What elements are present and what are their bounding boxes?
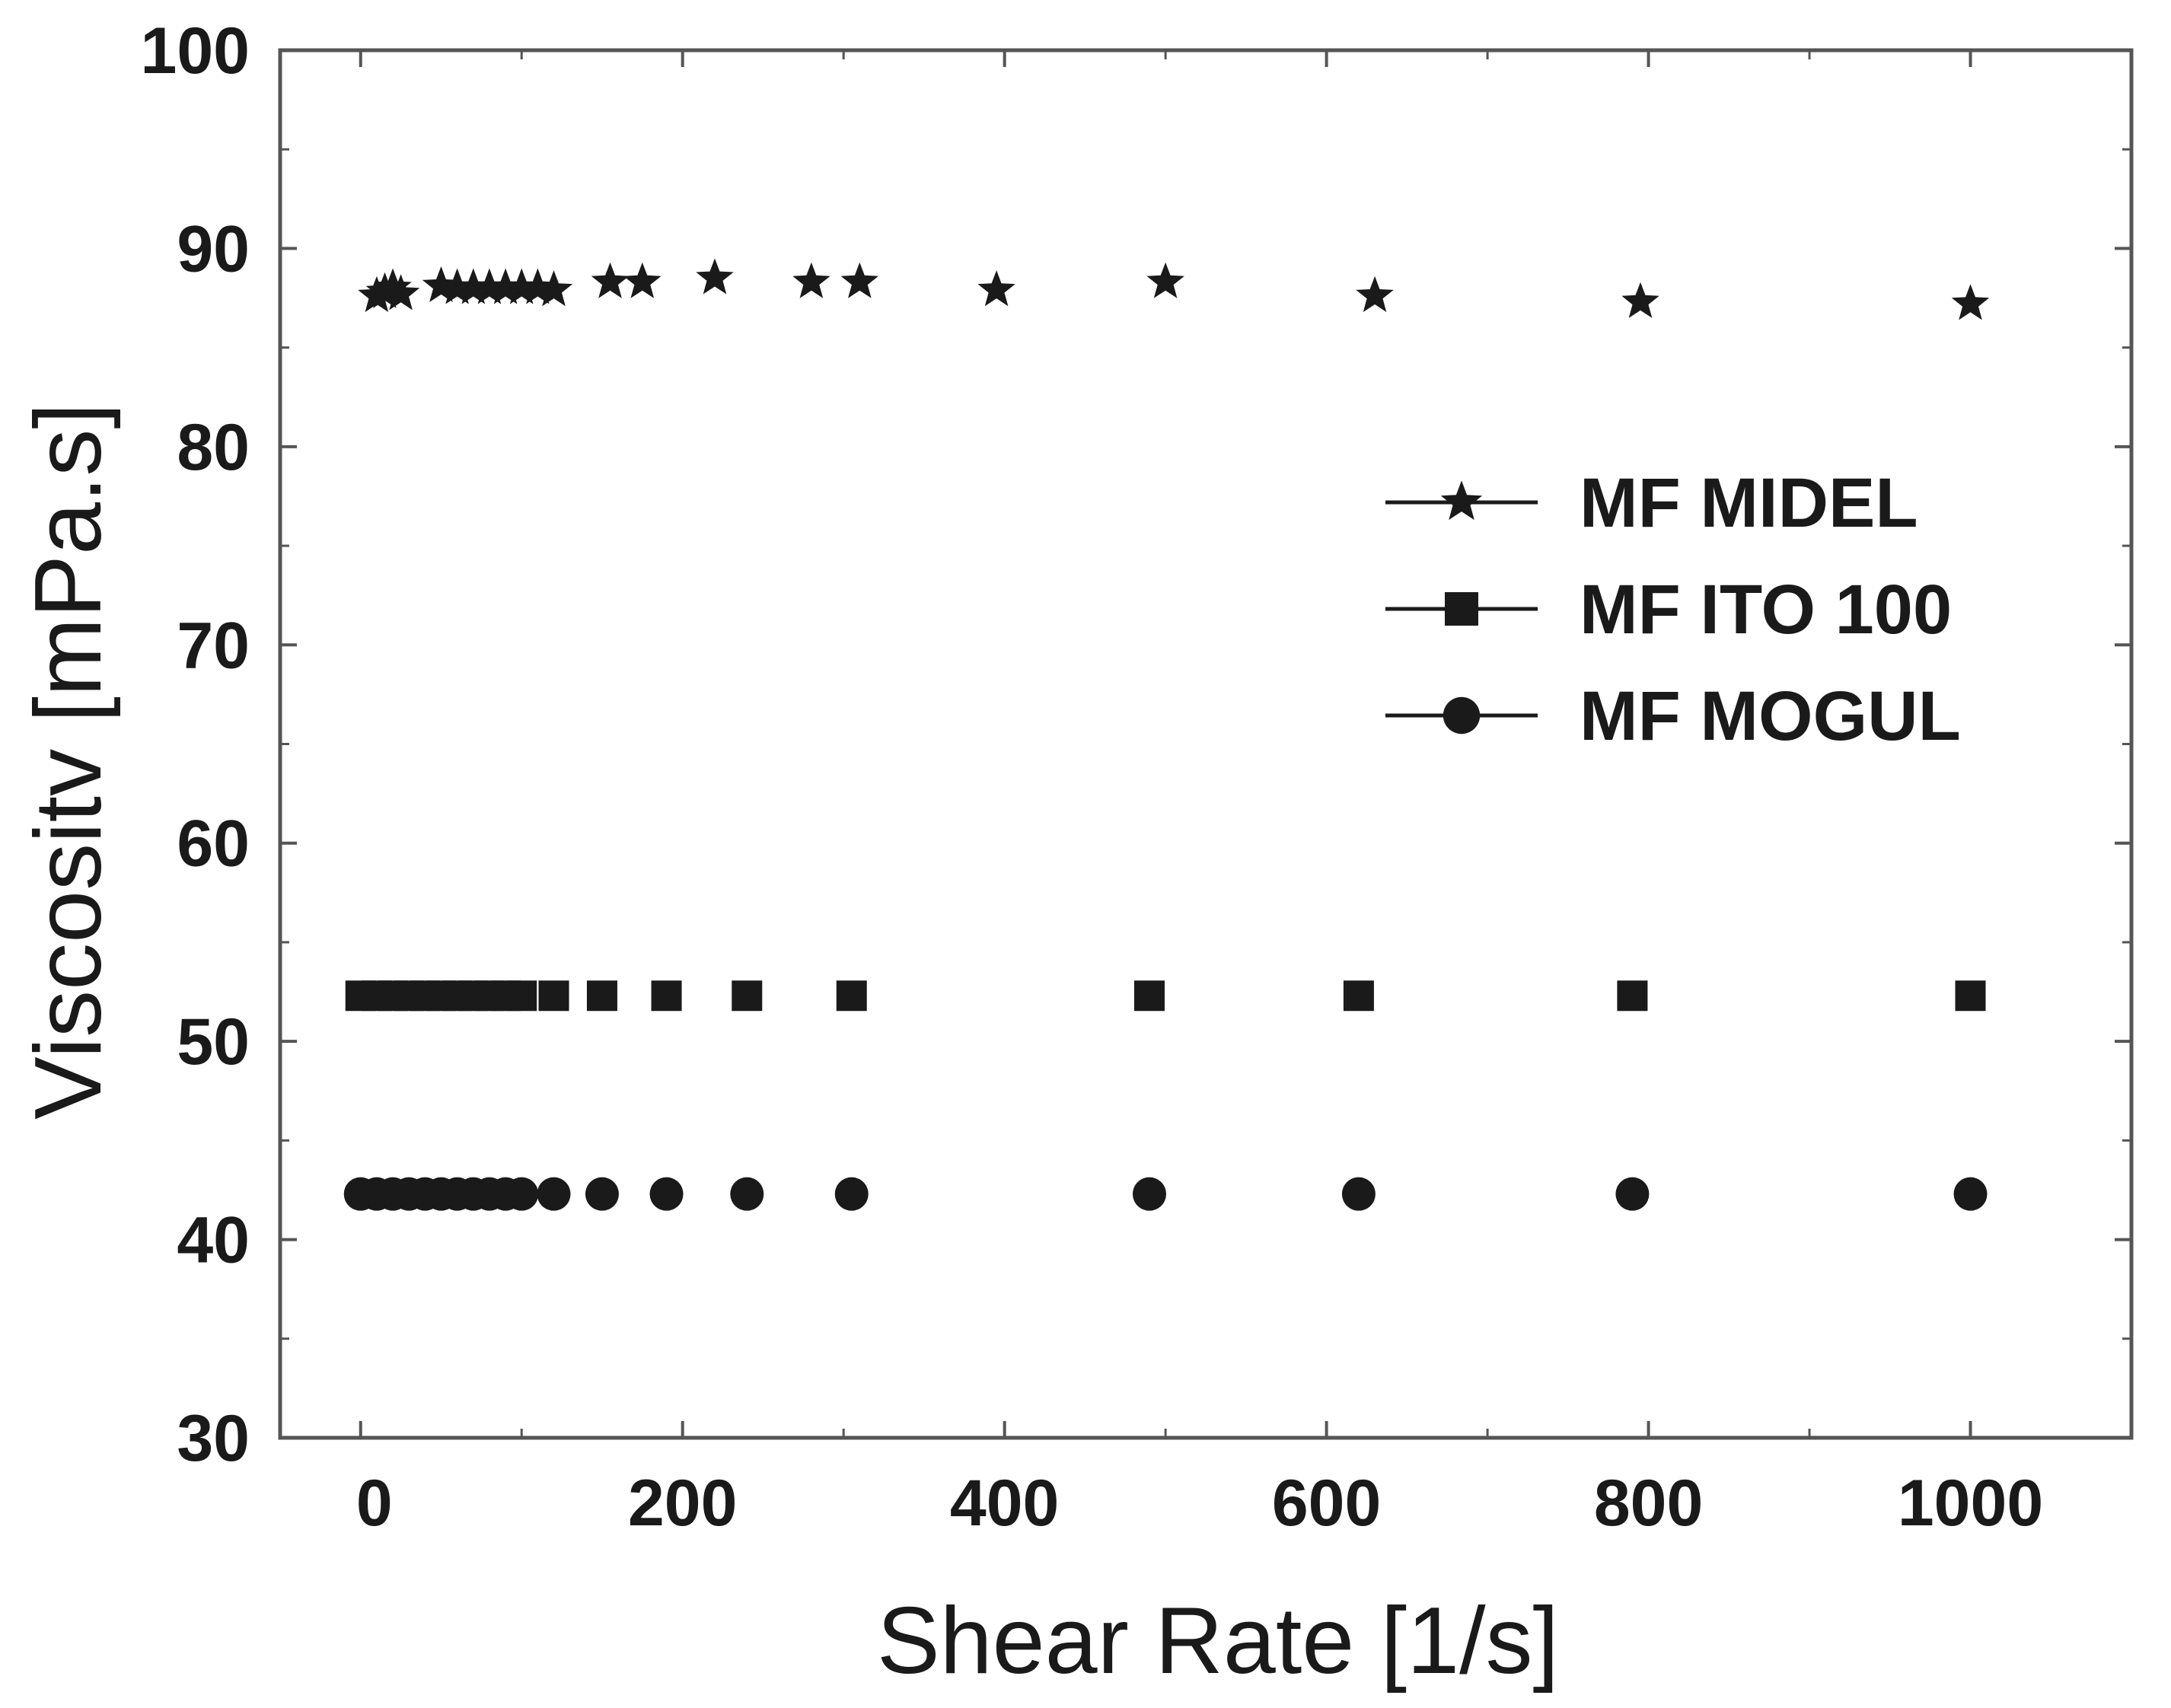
legend-label-mf-midel: MF MIDEL [1580, 464, 1918, 542]
data-point-mf-midel [470, 268, 508, 304]
data-point-mf-midel [1146, 262, 1184, 298]
data-point-mf-midel [486, 268, 524, 304]
data-point-mf-ito-100 [732, 980, 763, 1012]
y-tick-label: 90 [177, 212, 250, 285]
data-point-mf-ito-100 [1617, 980, 1648, 1012]
data-point-mf-midel [840, 262, 878, 298]
x-tick-label: 200 [628, 1467, 738, 1540]
data-point-mf-midel [1951, 284, 1990, 320]
data-point-mf-midel [454, 268, 493, 304]
legend-marker-mf-midel [1440, 480, 1483, 521]
data-point-mf-mogul [537, 1177, 571, 1211]
data-point-mf-midel [977, 270, 1015, 307]
x-tick-label: 0 [356, 1467, 393, 1540]
legend-label-mf-ito-100: MF ITO 100 [1580, 571, 1952, 648]
x-tick-label: 1000 [1898, 1467, 2043, 1540]
data-point-mf-mogul [730, 1177, 764, 1211]
data-point-mf-mogul [834, 1177, 869, 1211]
data-point-mf-mogul [649, 1177, 684, 1211]
x-axis-title: Shear Rate [1/s] [877, 1589, 1559, 1694]
y-axis-title: Viscositv [mPa.s] [16, 403, 121, 1120]
legend-label-mf-mogul: MF MOGUL [1580, 677, 1961, 755]
y-axis-ticks: 30 40 50 60 70 80 90 100 [141, 14, 2131, 1475]
data-point-mf-mogul [505, 1177, 539, 1211]
x-tick-label: 800 [1594, 1467, 1704, 1540]
data-point-mf-midel [381, 274, 420, 311]
legend-marker-mf-mogul [1443, 696, 1481, 735]
data-point-mf-midel [623, 262, 662, 298]
x-axis-ticks: 0 200 400 600 800 1000 [356, 50, 2043, 1540]
data-marks [343, 258, 1990, 1211]
legend: MF MIDEL MF ITO 100 MF MOGUL [1385, 464, 1961, 755]
data-point-mf-midel [518, 268, 557, 304]
data-point-mf-ito-100 [1955, 980, 1986, 1012]
data-point-mf-midel [696, 258, 734, 295]
data-point-mf-ito-100 [506, 980, 537, 1012]
data-point-mf-mogul [1615, 1177, 1650, 1211]
y-tick-label: 60 [177, 808, 250, 881]
y-tick-label: 40 [177, 1204, 250, 1277]
data-point-mf-ito-100 [538, 980, 569, 1012]
data-point-mf-midel [792, 262, 830, 298]
data-point-mf-mogul [1953, 1177, 1988, 1211]
data-point-mf-midel [374, 268, 412, 304]
data-point-mf-ito-100 [1343, 980, 1374, 1012]
y-tick-label: 30 [177, 1402, 250, 1475]
y-tick-label: 100 [141, 14, 250, 88]
data-point-mf-ito-100 [651, 980, 682, 1012]
data-point-mf-midel [591, 262, 630, 298]
data-point-mf-mogul [1341, 1177, 1376, 1211]
x-tick-label: 600 [1272, 1467, 1382, 1540]
data-point-mf-midel [1621, 282, 1659, 318]
y-tick-label: 70 [177, 609, 250, 682]
data-point-mf-midel [502, 268, 540, 304]
y-tick-label: 50 [177, 1005, 250, 1079]
x-tick-label: 400 [950, 1467, 1060, 1540]
data-point-mf-ito-100 [836, 980, 867, 1012]
data-point-mf-ito-100 [586, 980, 617, 1012]
legend-marker-mf-ito-100 [1445, 592, 1478, 626]
data-point-mf-mogul [585, 1177, 619, 1211]
data-point-mf-midel [534, 270, 573, 307]
y-tick-label: 80 [177, 411, 250, 484]
data-point-mf-midel [1356, 276, 1394, 312]
data-point-mf-midel [438, 268, 477, 304]
data-point-mf-midel [422, 266, 461, 302]
data-point-mf-mogul [1132, 1177, 1166, 1211]
data-point-mf-ito-100 [1133, 980, 1165, 1012]
